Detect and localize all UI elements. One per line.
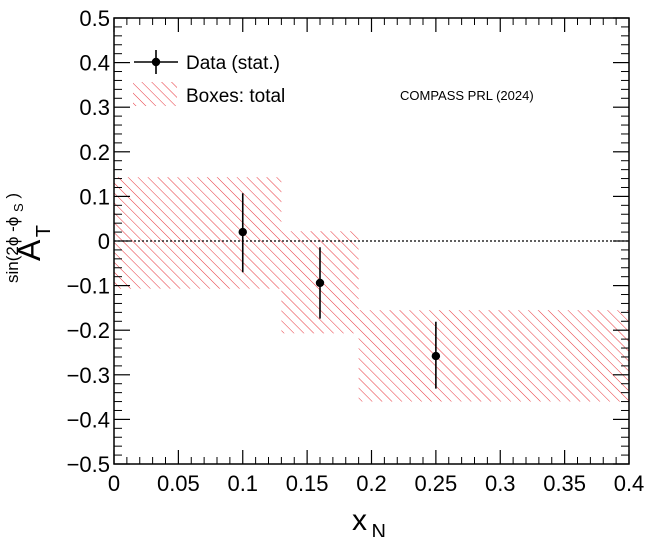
y-tick-label-7: 0.2 bbox=[79, 140, 110, 165]
x-tick-label-1: 0.05 bbox=[157, 471, 200, 496]
y-tick-label-2: −0.3 bbox=[67, 363, 110, 388]
x-tick-label-8: 0.4 bbox=[614, 471, 645, 496]
y-tick-label-8: 0.3 bbox=[79, 95, 110, 120]
systematic-box-0 bbox=[114, 177, 282, 289]
svg-text:A T: A T bbox=[11, 225, 55, 261]
x-axis-title-sub: N bbox=[372, 521, 386, 537]
x-tick-label-5: 0.25 bbox=[414, 471, 457, 496]
axis-tick-labels-layer: 0 0.05 0.1 0.15 0.2 0.25 0.3 0.35 0.4 −0.5 −0.4 −0.… bbox=[67, 6, 645, 496]
annotation-compass: COMPASS PRL (2024) bbox=[400, 88, 534, 103]
y-tick-label-6: 0.1 bbox=[79, 184, 110, 209]
systematic-box-2 bbox=[358, 310, 629, 402]
x-axis-title: x N bbox=[352, 504, 386, 537]
data-points-layer bbox=[238, 193, 441, 389]
y-tick-label-1: −0.4 bbox=[67, 407, 110, 432]
legend-box-swatch bbox=[133, 82, 177, 106]
y-axis-title-main: A bbox=[11, 239, 47, 261]
y-tick-label-9: 0.4 bbox=[79, 51, 110, 76]
x-tick-label-6: 0.3 bbox=[485, 471, 516, 496]
x-tick-label-0: 0 bbox=[108, 471, 120, 496]
y-axis-title-sup: sin(2ϕ -ϕ bbox=[3, 217, 22, 283]
x-tick-label-3: 0.15 bbox=[286, 471, 329, 496]
data-point-0 bbox=[238, 227, 247, 237]
y-axis-title-sup-sub: S bbox=[11, 203, 26, 212]
y-axis-title-sup-close: ) bbox=[3, 193, 22, 199]
legend-box-label: Boxes: total bbox=[186, 86, 285, 107]
svg-text:sin(2ϕ -ϕ S ): sin(2ϕ -ϕ S ) bbox=[3, 193, 27, 283]
y-tick-label-5: 0 bbox=[98, 229, 110, 254]
x-tick-label-4: 0.2 bbox=[356, 471, 387, 496]
y-tick-label-0: −0.5 bbox=[67, 452, 110, 477]
legend: Data (stat.) Boxes: total bbox=[133, 50, 285, 107]
y-tick-label-10: 0.5 bbox=[79, 6, 110, 31]
data-point-2 bbox=[431, 351, 441, 361]
y-tick-label-3: −0.2 bbox=[67, 318, 110, 343]
legend-data-label: Data (stat.) bbox=[186, 53, 280, 74]
systematic-boxes-layer bbox=[114, 177, 629, 402]
legend-data-marker bbox=[151, 57, 161, 67]
x-axis-title-main: x bbox=[352, 504, 367, 537]
y-axis-title-sub: T bbox=[33, 225, 55, 237]
x-tick-label-2: 0.1 bbox=[227, 471, 258, 496]
x-tick-label-7: 0.35 bbox=[543, 471, 586, 496]
axis-ticks-layer bbox=[113, 17, 630, 465]
y-tick-label-4: −0.1 bbox=[67, 274, 110, 299]
data-point-1 bbox=[315, 278, 325, 288]
y-axis-title: A T sin(2ϕ -ϕ S ) bbox=[3, 193, 55, 283]
